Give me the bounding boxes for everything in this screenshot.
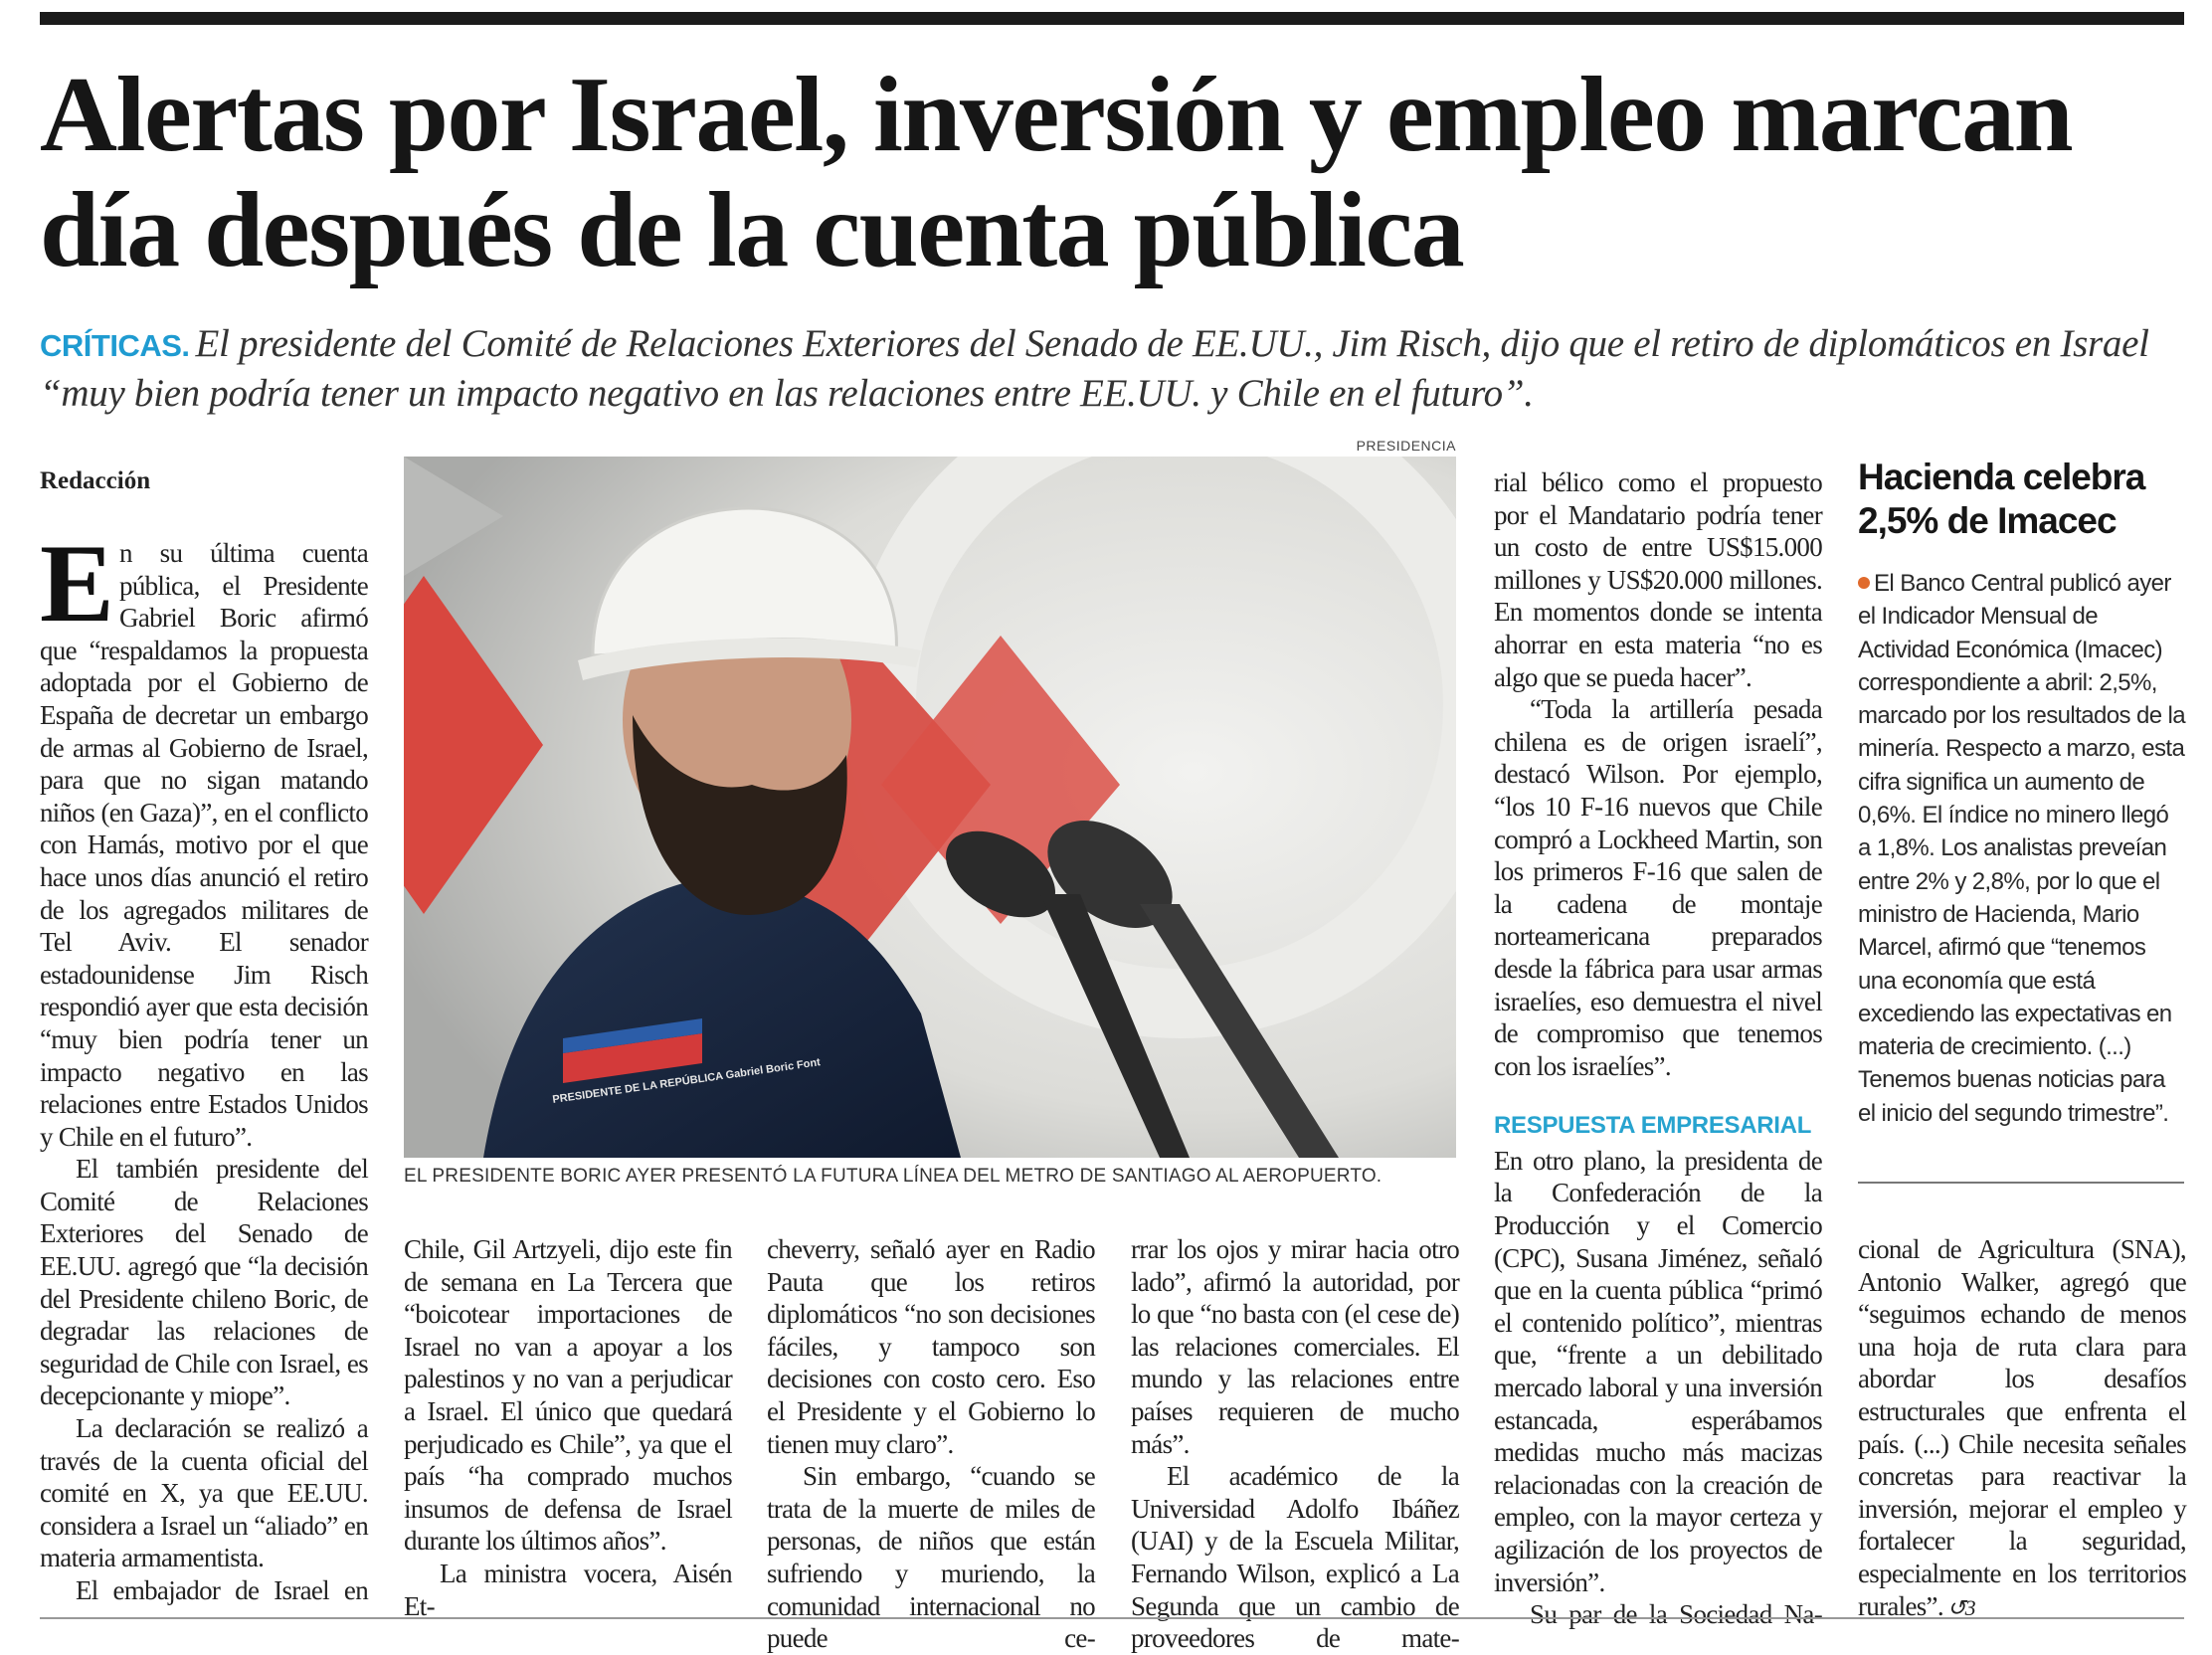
microphone-stand <box>1140 904 1339 1158</box>
closing-paragraph: cional de Agricultura (SNA), Antonio Wal… <box>1858 1233 2187 1624</box>
article-paragraph: cional de Agricultura (SNA), Antonio Wal… <box>1858 1234 2187 1621</box>
sidebar-title: Hacienda celebra 2,5% de Imacec <box>1858 457 2145 541</box>
article-column-1: En su última cuenta pública, el Presiden… <box>40 522 369 1607</box>
article-paragraph: rrar los ojos y mirar hacia otro lado”, … <box>1131 1234 1460 1459</box>
article-column-6: cional de Agricultura (SNA), Antonio Wal… <box>1858 1233 2187 1624</box>
jacket <box>483 874 961 1158</box>
article-paragraph: Chile, Gil Artzyeli, dijo este fin de se… <box>404 1234 733 1557</box>
article-photo: PRESIDENTE DE LA REPÚBLICA Gabriel Boric… <box>404 457 1456 1158</box>
hard-hat-brim <box>578 638 921 680</box>
microphone-stand <box>1040 894 1190 1158</box>
top-rule <box>40 12 2184 25</box>
jacket-badge <box>563 1033 702 1083</box>
article-paragraph: “Toda la artillería pesada chilena es de… <box>1494 694 1823 1081</box>
article-paragraph: Su par de la Sociedad Na- <box>1530 1599 1823 1630</box>
article-column-5: rial bélico como el propuesto por el Man… <box>1494 466 1823 1631</box>
bullet-icon <box>1858 577 1870 589</box>
article-paragraph: El también presidente del Comité de Rela… <box>40 1154 369 1411</box>
photo-caption: EL PRESIDENTE BORIC AYER PRESENTÓ LA FUT… <box>404 1166 1382 1187</box>
deck-kicker: CRÍTICAS. <box>40 328 190 363</box>
beard <box>633 715 847 915</box>
red-diamond-logo <box>404 576 543 914</box>
article-column-3: cheverry, señaló ayer en Radio Pauta que… <box>767 1233 1096 1655</box>
bottom-rule <box>40 1617 2184 1619</box>
sidebar-body: El Banco Central publicó ayer el Indicad… <box>1858 567 2186 1130</box>
deck: CRÍTICAS. El presidente del Comité de Rel… <box>40 320 2178 418</box>
article-paragraph: El académico de la Universidad Adolfo Ib… <box>1131 1461 1460 1654</box>
section-subhead: RESPUESTA EMPRESARIAL <box>1494 1112 1812 1140</box>
article-paragraph: Sin embargo, “cuando se trata de la muer… <box>767 1461 1096 1654</box>
article-paragraph: La declaración se realizó a través de la… <box>40 1413 369 1573</box>
article-column-2: Chile, Gil Artzyeli, dijo este fin de se… <box>404 1233 733 1622</box>
article-paragraph: rial bélico como el propuesto por el Man… <box>1494 467 1823 692</box>
deck-text: El presidente del Comité de Relaciones E… <box>40 322 2149 415</box>
article-paragraph: En otro plano, la presidenta de la Confe… <box>1494 1145 1823 1597</box>
article-paragraph: El embajador de Israel en <box>76 1575 369 1605</box>
photo-boric-illustration: PRESIDENTE DE LA REPÚBLICA Gabriel Boric… <box>404 457 1456 1158</box>
microphone <box>946 830 1055 918</box>
background-shape <box>404 457 503 576</box>
headline: Alertas por Israel, inversión y empleo m… <box>40 56 2074 289</box>
byline: Redacción <box>40 467 151 494</box>
article-paragraph: En su última cuenta pública, el Presiden… <box>40 522 369 1152</box>
photo-credit: PRESIDENCIA <box>1356 438 1456 454</box>
sidebar-text: El Banco Central publicó ayer el Indicad… <box>1858 570 2186 1127</box>
article-paragraph: La ministra vocera, Aisén Et- <box>404 1558 733 1621</box>
article-paragraph: cheverry, señaló ayer en Radio Pauta que… <box>767 1234 1096 1459</box>
end-mark-icon: ↺3 <box>1946 1594 1976 1620</box>
article-column-4: rrar los ojos y mirar hacia otro lado”, … <box>1131 1233 1460 1655</box>
sidebar-divider <box>1858 1182 2184 1184</box>
jacket-badge <box>563 1018 702 1053</box>
